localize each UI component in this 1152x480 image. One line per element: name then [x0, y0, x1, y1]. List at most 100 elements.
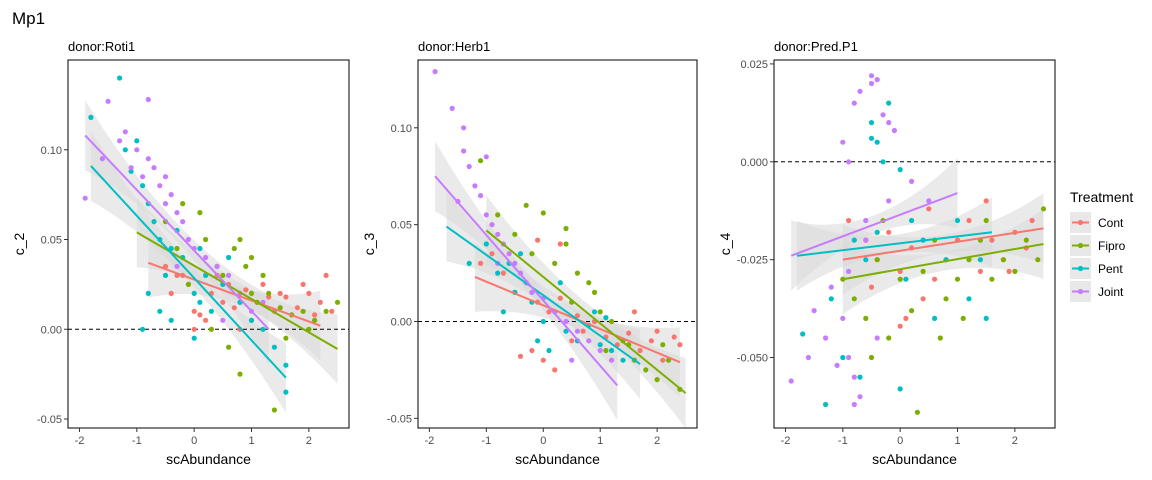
point-pent — [226, 254, 232, 261]
point-fipro — [208, 326, 214, 332]
point-pent — [886, 100, 892, 106]
point-fipro — [220, 272, 226, 278]
point-fipro — [654, 377, 660, 383]
fit-line-fipro — [485, 229, 687, 394]
legend-key-point — [1077, 219, 1084, 226]
point-fipro — [174, 245, 180, 252]
point-fipro — [266, 290, 272, 296]
point-joint — [909, 178, 915, 184]
point-pent — [495, 270, 501, 276]
point-cont — [540, 357, 546, 363]
point-pent — [977, 257, 984, 263]
point-fipro — [312, 317, 318, 323]
legend-title: Treatment — [1070, 189, 1133, 205]
point-fipro — [283, 335, 289, 341]
point-cont — [983, 198, 989, 204]
point-cont — [260, 281, 266, 287]
panel-title: donor:Roti1 — [68, 39, 135, 54]
point-pent — [874, 229, 880, 235]
point-fipro — [512, 231, 518, 237]
point-fipro — [966, 257, 972, 263]
point-cont — [977, 268, 984, 274]
figure-title: Mp1 — [12, 9, 45, 28]
panel-title: donor:Herb1 — [418, 39, 490, 54]
point-joint — [851, 100, 857, 106]
x-tick-label: 0 — [191, 435, 197, 447]
point-pent — [517, 251, 524, 257]
point-cont — [535, 237, 541, 243]
point-cont — [637, 347, 643, 354]
y-tick-label: 0.00 — [41, 324, 62, 336]
point-pent — [122, 147, 128, 153]
point-cont — [677, 342, 683, 348]
point-joint — [432, 69, 438, 75]
point-joint — [489, 222, 495, 228]
x-tick-label: 1 — [248, 435, 254, 447]
point-fipro — [180, 201, 186, 207]
point-joint — [857, 88, 863, 94]
point-cont — [266, 294, 272, 300]
point-fipro — [334, 299, 341, 305]
point-cont — [306, 290, 312, 296]
point-pent — [823, 401, 829, 408]
panel-2: donor:Herb1 -2 -1 0 1 2 -0.05 0.00 0.05 0.10 scAbu… — [361, 39, 698, 467]
y-tick-label: 0.025 — [740, 59, 768, 71]
point-pent — [466, 260, 472, 266]
x-tick-label: 1 — [954, 435, 960, 447]
x-tick-label: -1 — [481, 435, 491, 447]
fit-line-joint — [790, 192, 958, 257]
point-cont — [648, 338, 655, 344]
panels: donor:Roti1 -2 -1 0 1 2 -0.05 0.00 0.05 0.10 scAbu… — [11, 39, 1056, 467]
point-cont — [220, 299, 226, 305]
point-joint — [145, 156, 151, 162]
point-pent — [983, 315, 989, 321]
point-pent — [283, 362, 289, 368]
point-fipro — [983, 217, 989, 224]
point-pent — [168, 245, 174, 252]
point-fipro — [203, 236, 209, 243]
point-pent — [128, 168, 134, 174]
point-joint — [840, 315, 846, 321]
point-joint — [226, 272, 232, 278]
point-fipro — [863, 315, 869, 321]
point-fipro — [609, 318, 615, 325]
point-fipro — [989, 276, 995, 282]
point-fipro — [523, 202, 529, 208]
point-fipro — [237, 236, 243, 243]
point-cont — [191, 326, 197, 332]
point-fipro — [197, 210, 203, 216]
point-pent — [140, 183, 146, 189]
point-fipro — [1040, 206, 1047, 212]
point-fipro — [897, 276, 903, 282]
legend-label: Pent — [1098, 262, 1123, 276]
point-cont — [671, 334, 677, 340]
point-cont — [323, 272, 329, 278]
point-joint — [203, 254, 209, 261]
x-tick-label: 1 — [597, 435, 603, 447]
point-joint — [185, 236, 191, 243]
point-cont — [1006, 268, 1012, 274]
point-cont — [277, 290, 283, 296]
point-cont — [886, 229, 892, 235]
point-joint — [868, 73, 875, 79]
point-pent — [897, 386, 903, 392]
point-fipro — [1035, 257, 1041, 263]
point-fipro — [943, 296, 949, 302]
point-joint — [851, 374, 857, 380]
point-cont — [631, 309, 638, 315]
point-fipro — [563, 225, 569, 232]
point-joint — [863, 237, 869, 243]
y-axis-label: c_4 — [717, 233, 733, 256]
point-joint — [506, 251, 512, 257]
point-fipro — [563, 241, 569, 247]
point-fipro — [1000, 257, 1007, 263]
point-cont — [312, 312, 318, 318]
point-fipro — [1023, 237, 1029, 243]
point-joint — [483, 154, 489, 160]
point-joint — [214, 263, 220, 269]
point-cont — [489, 251, 495, 257]
point-fipro — [248, 290, 255, 296]
point-fipro — [574, 270, 581, 276]
point-joint — [99, 156, 105, 162]
point-pent — [851, 237, 857, 243]
